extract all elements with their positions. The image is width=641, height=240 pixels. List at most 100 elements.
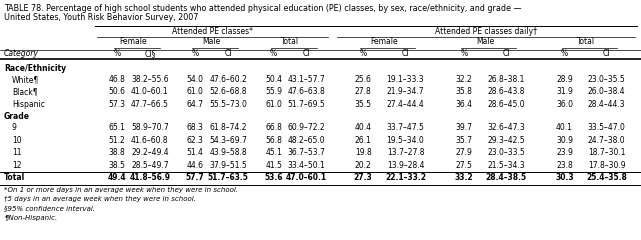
Text: CI: CI xyxy=(503,49,510,59)
Text: 26.0–38.4: 26.0–38.4 xyxy=(588,87,626,96)
Text: 30.3: 30.3 xyxy=(555,173,574,182)
Text: Race/Ethnicity: Race/Ethnicity xyxy=(4,64,66,73)
Text: 33.2: 33.2 xyxy=(454,173,473,182)
Text: 38.2–55.6: 38.2–55.6 xyxy=(131,75,169,84)
Text: 11: 11 xyxy=(12,148,22,157)
Text: §95% confidence interval.: §95% confidence interval. xyxy=(4,206,95,212)
Text: 61.8–74.2: 61.8–74.2 xyxy=(210,123,247,132)
Text: CI: CI xyxy=(303,49,310,59)
Text: 66.8: 66.8 xyxy=(265,123,282,132)
Text: 28.4–44.3: 28.4–44.3 xyxy=(588,100,626,109)
Text: 27.4–44.4: 27.4–44.4 xyxy=(387,100,424,109)
Text: 36.0: 36.0 xyxy=(556,100,573,109)
Text: *On 1 or more days in an average week when they were in school.: *On 1 or more days in an average week wh… xyxy=(4,187,238,193)
Text: Category: Category xyxy=(4,49,39,59)
Text: 17.8–30.9: 17.8–30.9 xyxy=(588,161,626,170)
Text: 35.5: 35.5 xyxy=(354,100,372,109)
Text: %: % xyxy=(561,49,568,59)
Text: 31.9: 31.9 xyxy=(556,87,573,96)
Text: 57.7: 57.7 xyxy=(186,173,204,182)
Text: 33.4–50.1: 33.4–50.1 xyxy=(288,161,326,170)
Text: 57.3: 57.3 xyxy=(108,100,126,109)
Text: 56.8: 56.8 xyxy=(265,136,282,145)
Text: 32.2: 32.2 xyxy=(456,75,472,84)
Text: 27.9: 27.9 xyxy=(455,148,472,157)
Text: Total: Total xyxy=(577,37,595,47)
Text: 10: 10 xyxy=(12,136,22,145)
Text: 41.8–56.9: 41.8–56.9 xyxy=(129,173,171,182)
Text: 47.7–66.5: 47.7–66.5 xyxy=(131,100,169,109)
Text: 18.7–30.1: 18.7–30.1 xyxy=(588,148,626,157)
Text: 33.7–47.5: 33.7–47.5 xyxy=(387,123,424,132)
Text: 54.0: 54.0 xyxy=(187,75,204,84)
Text: 21.5–34.3: 21.5–34.3 xyxy=(487,161,525,170)
Text: 51.7–63.5: 51.7–63.5 xyxy=(208,173,249,182)
Text: 64.7: 64.7 xyxy=(187,100,204,109)
Text: Attended PE classes daily†: Attended PE classes daily† xyxy=(435,26,537,36)
Text: 29.2–49.4: 29.2–49.4 xyxy=(131,148,169,157)
Text: 38.8: 38.8 xyxy=(108,148,125,157)
Text: 36.4: 36.4 xyxy=(455,100,472,109)
Text: 28.4–38.5: 28.4–38.5 xyxy=(486,173,527,182)
Text: Attended PE classes*: Attended PE classes* xyxy=(172,26,253,36)
Text: Hispanic: Hispanic xyxy=(12,100,45,109)
Text: 45.1: 45.1 xyxy=(265,148,282,157)
Text: 37.9–51.5: 37.9–51.5 xyxy=(210,161,247,170)
Text: Female: Female xyxy=(370,37,398,47)
Text: 55.9: 55.9 xyxy=(265,87,282,96)
Text: CI: CI xyxy=(603,49,610,59)
Text: 51.2: 51.2 xyxy=(108,136,125,145)
Text: 54.3–69.7: 54.3–69.7 xyxy=(209,136,247,145)
Text: 35.8: 35.8 xyxy=(455,87,472,96)
Text: 41.0–60.1: 41.0–60.1 xyxy=(131,87,169,96)
Text: 53.6: 53.6 xyxy=(264,173,283,182)
Text: Total: Total xyxy=(4,173,25,182)
Text: 47.0–60.1: 47.0–60.1 xyxy=(286,173,327,182)
Text: 20.2: 20.2 xyxy=(355,161,372,170)
Text: 49.4: 49.4 xyxy=(108,173,126,182)
Text: 51.4: 51.4 xyxy=(187,148,204,157)
Text: Black¶: Black¶ xyxy=(12,87,38,96)
Text: 36.7–53.7: 36.7–53.7 xyxy=(288,148,326,157)
Text: Female: Female xyxy=(120,37,147,47)
Text: 65.1: 65.1 xyxy=(108,123,126,132)
Text: 22.1–33.2: 22.1–33.2 xyxy=(385,173,426,182)
Text: 47.6–63.8: 47.6–63.8 xyxy=(288,87,326,96)
Text: 32.6–47.3: 32.6–47.3 xyxy=(487,123,525,132)
Text: 23.0–33.5: 23.0–33.5 xyxy=(487,148,525,157)
Text: 28.6–43.8: 28.6–43.8 xyxy=(487,87,525,96)
Text: 38.5: 38.5 xyxy=(108,161,126,170)
Text: 44.6: 44.6 xyxy=(187,161,204,170)
Text: 41.5: 41.5 xyxy=(265,161,282,170)
Text: 47.6–60.2: 47.6–60.2 xyxy=(210,75,247,84)
Text: 29.3–42.5: 29.3–42.5 xyxy=(487,136,525,145)
Text: 19.5–34.0: 19.5–34.0 xyxy=(387,136,424,145)
Text: 39.7: 39.7 xyxy=(455,123,472,132)
Text: 58.9–70.7: 58.9–70.7 xyxy=(131,123,169,132)
Text: 23.8: 23.8 xyxy=(556,161,573,170)
Text: %: % xyxy=(192,49,199,59)
Text: 33.5–47.0: 33.5–47.0 xyxy=(588,123,626,132)
Text: 19.8: 19.8 xyxy=(355,148,372,157)
Text: 60.9–72.2: 60.9–72.2 xyxy=(288,123,326,132)
Text: 52.6–68.8: 52.6–68.8 xyxy=(210,87,247,96)
Text: Grade: Grade xyxy=(4,112,30,121)
Text: White¶: White¶ xyxy=(12,75,39,84)
Text: 26.8–38.1: 26.8–38.1 xyxy=(487,75,525,84)
Text: TABLE 78. Percentage of high school students who attended physical education (PE: TABLE 78. Percentage of high school stud… xyxy=(4,4,522,13)
Text: 61.0: 61.0 xyxy=(265,100,282,109)
Text: CI: CI xyxy=(402,49,409,59)
Text: †5 days in an average week when they were in school.: †5 days in an average week when they wer… xyxy=(4,196,196,202)
Text: 51.7–69.5: 51.7–69.5 xyxy=(288,100,326,109)
Text: 26.1: 26.1 xyxy=(355,136,372,145)
Text: Male: Male xyxy=(203,37,221,47)
Text: 27.8: 27.8 xyxy=(355,87,372,96)
Text: 43.1–57.7: 43.1–57.7 xyxy=(288,75,326,84)
Text: %: % xyxy=(460,49,467,59)
Text: CI§: CI§ xyxy=(144,49,156,59)
Text: 46.8: 46.8 xyxy=(108,75,126,84)
Text: 68.3: 68.3 xyxy=(187,123,204,132)
Text: 13.7–27.8: 13.7–27.8 xyxy=(387,148,424,157)
Text: 28.9: 28.9 xyxy=(556,75,573,84)
Text: 40.1: 40.1 xyxy=(556,123,573,132)
